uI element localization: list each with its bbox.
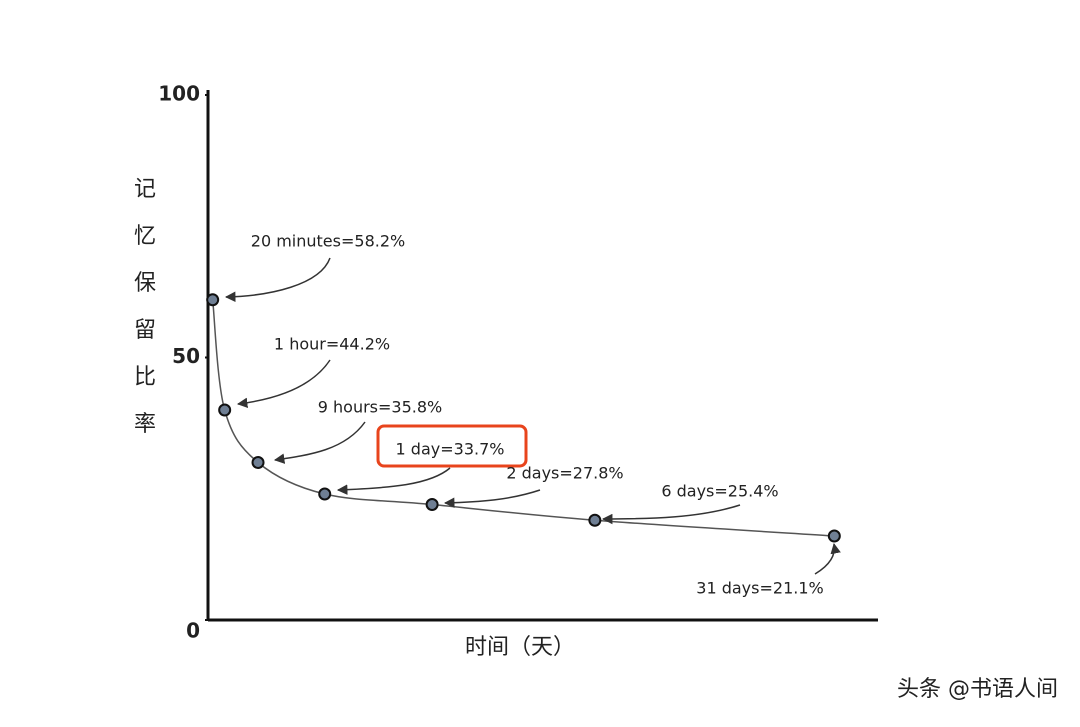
annotation: 31 days=21.1%: [696, 579, 823, 598]
annotation: 2 days=27.8%: [506, 464, 623, 483]
highlight-box: [376, 424, 528, 468]
annotation-arrow: [336, 467, 451, 495]
point: [251, 456, 265, 469]
y-tick-label: 100: [158, 82, 200, 106]
annotation-arrow: [236, 359, 331, 409]
y-tick-label: 50: [172, 344, 200, 368]
point: [318, 487, 332, 501]
annotation-arrow: [443, 489, 541, 508]
annotation-arrow: [224, 257, 331, 303]
point: [588, 513, 602, 527]
y-axis-label: 记忆保留比率: [134, 177, 156, 437]
annotation: 9 hours=35.8%: [318, 398, 442, 417]
annotation-arrow: [601, 504, 741, 525]
annotation-arrow: [814, 542, 841, 575]
annotation-arrow: [273, 421, 366, 464]
point: [218, 403, 232, 417]
point: [425, 498, 439, 511]
annotation: 6 days=25.4%: [661, 482, 778, 501]
watermark: 头条 @书语人间: [897, 677, 1058, 702]
point: [206, 293, 220, 307]
y-tick-label: 0: [186, 619, 200, 643]
annotation: 1 hour=44.2%: [274, 335, 390, 354]
x-axis-label: 时间（天）: [465, 635, 575, 660]
annotation: 20 minutes=58.2%: [251, 232, 405, 251]
annotation: 1 day=33.7%: [396, 440, 505, 459]
point: [827, 529, 841, 543]
